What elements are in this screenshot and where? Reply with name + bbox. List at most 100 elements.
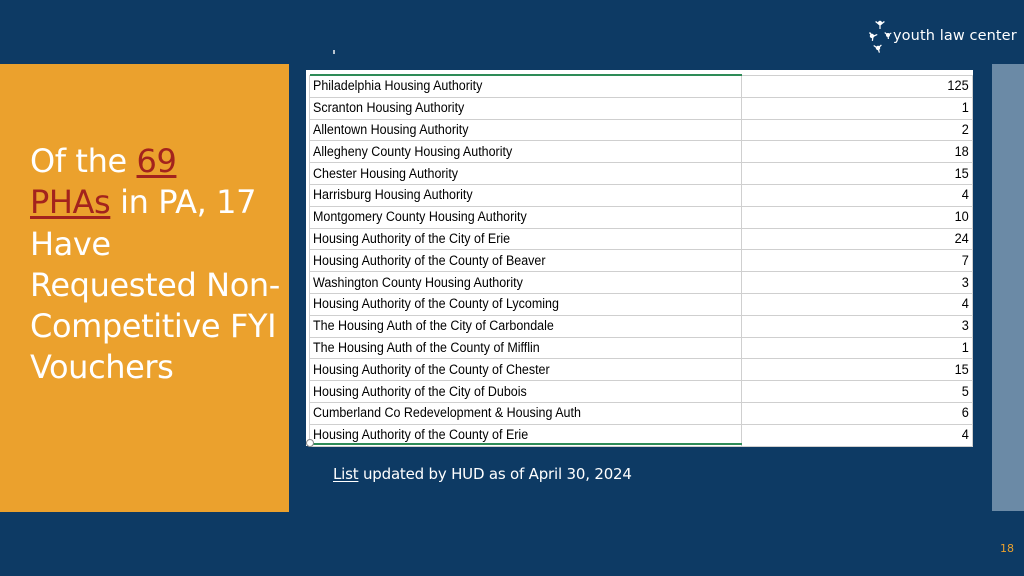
youth-law-center-logo: youth law center <box>868 16 1018 56</box>
pha-name-cell: Montgomery County Housing Authority <box>309 205 742 229</box>
voucher-count: 24 <box>954 230 969 247</box>
voucher-count: 5 <box>961 383 969 400</box>
voucher-count-cell: 6 <box>741 401 973 425</box>
voucher-count-cell: 4 <box>741 423 973 447</box>
list-link[interactable]: List <box>333 465 359 483</box>
table-row: Chester Housing Authority 15 <box>309 162 973 185</box>
voucher-count-cell: 24 <box>741 227 973 251</box>
pha-name-cell: Housing Authority of the City of Dubois <box>309 380 742 403</box>
voucher-count: 125 <box>947 78 969 95</box>
pha-name: Allegheny County Housing Authority <box>313 143 513 160</box>
pha-name: Allentown Housing Authority <box>313 121 469 138</box>
pha-name-cell: Housing Authority of the County of Chest… <box>309 358 742 382</box>
pha-name: Housing Authority of the County of Beave… <box>313 252 546 269</box>
voucher-count: 1 <box>961 100 969 117</box>
pha-name: The Housing Auth of the County of Miffli… <box>313 339 540 356</box>
table-row: Housing Authority of the County of Chest… <box>309 358 973 382</box>
pha-name-cell: The Housing Auth of the County of Miffli… <box>309 336 742 360</box>
pha-name-cell: Chester Housing Authority <box>309 162 742 185</box>
table-row: Housing Authority of the County of Erie 4 <box>309 423 973 447</box>
table-row: Scranton Housing Authority 1 <box>309 96 973 120</box>
voucher-count: 10 <box>954 209 969 226</box>
voucher-count: 15 <box>954 361 969 378</box>
pha-name: Montgomery County Housing Authority <box>313 209 527 226</box>
right-accent-strip <box>992 64 1024 511</box>
table-row: Cumberland Co Redevelopment & Housing Au… <box>309 401 973 425</box>
pha-name: Cumberland Co Redevelopment & Housing Au… <box>313 405 581 422</box>
pha-name: Scranton Housing Authority <box>313 100 465 117</box>
pha-name: Washington County Housing Authority <box>313 274 523 291</box>
pha-name: Housing Authority of the City of Dubois <box>313 383 527 400</box>
voucher-count: 4 <box>961 187 969 204</box>
table-caption: List updated by HUD as of April 30, 2024 <box>333 465 632 483</box>
voucher-count: 15 <box>954 165 969 182</box>
logo-text: youth law center <box>893 28 1017 44</box>
pha-name-cell: Cumberland Co Redevelopment & Housing Au… <box>309 401 742 425</box>
pha-name-cell: The Housing Auth of the City of Carbonda… <box>309 314 742 338</box>
voucher-count: 4 <box>961 296 969 313</box>
voucher-count-cell: 1 <box>741 336 973 360</box>
table-row: The Housing Auth of the City of Carbonda… <box>309 314 973 338</box>
voucher-count-cell: 3 <box>741 271 973 294</box>
voucher-count-cell: 1 <box>741 96 973 120</box>
table-row: Housing Authority of the County of Beave… <box>309 249 973 273</box>
pha-name-cell: Philadelphia Housing Authority <box>309 75 742 98</box>
page-number: 18 <box>1000 542 1014 555</box>
headline-link-69[interactable]: 69 <box>136 142 177 180</box>
pha-name: Chester Housing Authority <box>313 165 459 182</box>
headline-panel <box>0 64 289 512</box>
voucher-count: 6 <box>961 405 969 422</box>
pha-name: Housing Authority of the County of Erie <box>313 427 529 444</box>
voucher-count-cell: 4 <box>741 292 973 316</box>
pha-name-cell: Washington County Housing Authority <box>309 271 742 294</box>
decorative-tick <box>333 50 335 54</box>
table-row: Harrisburg Housing Authority 4 <box>309 183 973 207</box>
selection-border-bottom <box>310 443 742 445</box>
table-row: Allentown Housing Authority 2 <box>309 118 973 142</box>
voucher-count-cell: 5 <box>741 380 973 403</box>
headline-part2: in PA, 17 Have Requested Non-Competitive… <box>30 183 280 387</box>
table-row: Philadelphia Housing Authority 125 <box>309 75 973 98</box>
slide-headline: Of the 69 PHAs in PA, 17 Have Requested N… <box>30 141 280 389</box>
pha-voucher-table: Philadelphia Housing Authority 125 Scranto… <box>309 75 973 447</box>
pha-name: Harrisburg Housing Authority <box>313 187 473 204</box>
headline-part1: Of the <box>30 142 137 180</box>
headline-link-phas[interactable]: PHAs <box>30 183 111 222</box>
voucher-count-cell: 2 <box>741 118 973 142</box>
pha-name: Housing Authority of the County of Chest… <box>313 361 550 378</box>
pha-name: The Housing Auth of the City of Carbonda… <box>313 318 554 335</box>
voucher-count-cell: 4 <box>741 183 973 207</box>
pha-name-cell: Harrisburg Housing Authority <box>309 183 742 207</box>
voucher-count: 3 <box>961 274 969 291</box>
pha-name-cell: Scranton Housing Authority <box>309 96 742 120</box>
pha-name: Housing Authority of the County of Lycom… <box>313 296 559 313</box>
pha-name-cell: Allegheny County Housing Authority <box>309 140 742 164</box>
table-row: Housing Authority of the City of Erie 24 <box>309 227 973 251</box>
voucher-count-cell: 10 <box>741 205 973 229</box>
pha-name-cell: Housing Authority of the City of Erie <box>309 227 742 251</box>
voucher-count-cell: 125 <box>741 75 973 98</box>
voucher-count: 2 <box>961 121 969 138</box>
voucher-count-cell: 3 <box>741 314 973 338</box>
people-network-icon <box>869 20 892 53</box>
table-row: Housing Authority of the County of Lycom… <box>309 292 973 316</box>
voucher-count-cell: 18 <box>741 140 973 164</box>
voucher-count: 7 <box>961 252 969 269</box>
table-row: Montgomery County Housing Authority 10 <box>309 205 973 229</box>
voucher-count: 3 <box>961 318 969 335</box>
selection-border-top <box>310 74 742 76</box>
voucher-count: 1 <box>961 339 969 356</box>
pha-name-cell: Allentown Housing Authority <box>309 118 742 142</box>
pha-table-image: Philadelphia Housing Authority 125 Scranto… <box>306 70 973 447</box>
voucher-count: 18 <box>954 143 969 160</box>
pha-name-cell: Housing Authority of the County of Lycom… <box>309 292 742 316</box>
table-row: Housing Authority of the City of Dubois 5 <box>309 380 973 403</box>
voucher-count-cell: 7 <box>741 249 973 273</box>
voucher-count-cell: 15 <box>741 358 973 382</box>
caption-text: updated by HUD as of April 30, 2024 <box>358 465 632 483</box>
pha-name-cell: Housing Authority of the County of Beave… <box>309 249 742 273</box>
voucher-count-cell: 15 <box>741 162 973 185</box>
pha-name-cell: Housing Authority of the County of Erie <box>309 423 742 447</box>
table-row: Allegheny County Housing Authority 18 <box>309 140 973 164</box>
selection-handle[interactable] <box>306 439 314 447</box>
